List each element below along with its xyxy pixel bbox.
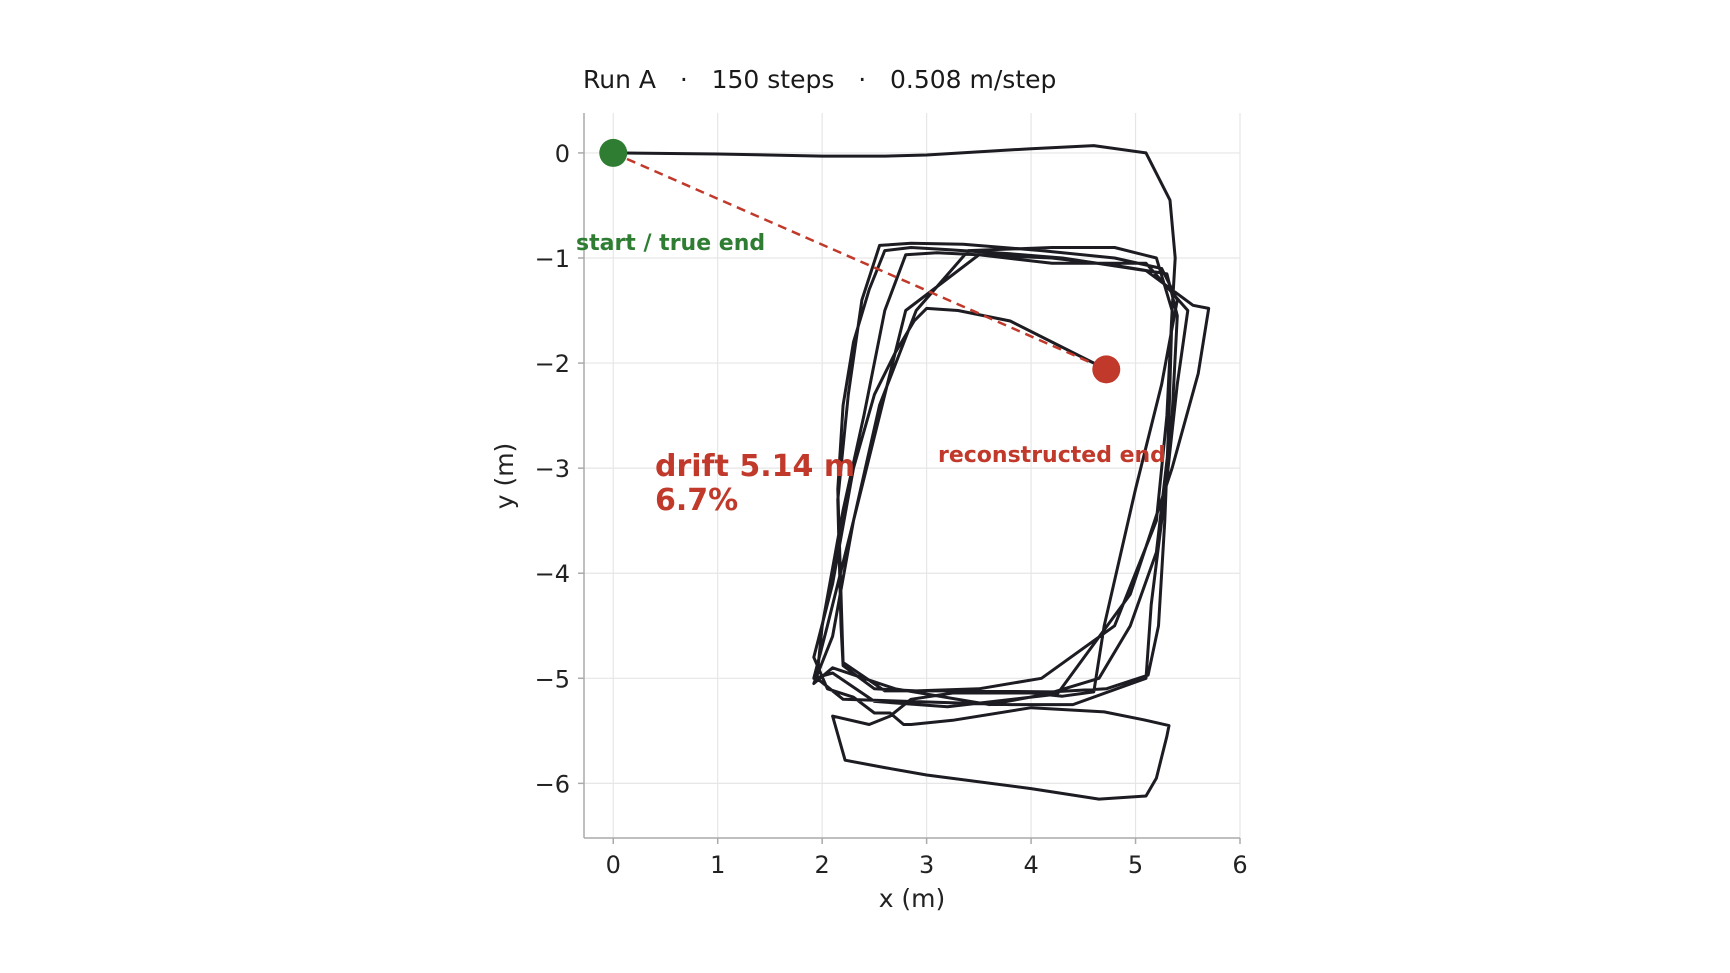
x-tick-label: 4 [1023,851,1038,879]
x-tick-label: 5 [1128,851,1143,879]
y-tick-label: −6 [535,770,570,798]
end-label: reconstructed end [938,443,1166,468]
y-tick-label: −4 [535,560,570,588]
drift-percent-label: 6.7% [655,483,738,518]
y-tick-label: −2 [535,350,570,378]
x-tick-label: 1 [710,851,725,879]
x-axis-ticks: 0 1 2 3 4 5 6 [606,838,1248,879]
y-axis-ticks: 0 −1 −2 −3 −4 −5 −6 [535,140,584,798]
x-tick-label: 0 [606,851,621,879]
y-axis-label: y (m) [490,443,519,510]
y-tick-label: −1 [535,245,570,273]
x-tick-label: 6 [1232,851,1247,879]
chart-title: Run A · 150 steps · 0.508 m/step [583,65,1056,94]
trajectory-line [611,144,1211,801]
y-tick-label: −3 [535,455,570,483]
y-tick-label: −5 [535,665,570,693]
x-axis-label: x (m) [879,884,946,913]
gridlines [584,113,1241,838]
start-label: start / true end [576,231,765,256]
x-tick-label: 2 [815,851,830,879]
reconstructed-end-marker [1092,355,1121,384]
drift-value-label: drift 5.14 m [655,449,855,484]
x-tick-label: 3 [919,851,934,879]
y-tick-label: 0 [555,140,570,168]
start-marker [599,138,628,167]
